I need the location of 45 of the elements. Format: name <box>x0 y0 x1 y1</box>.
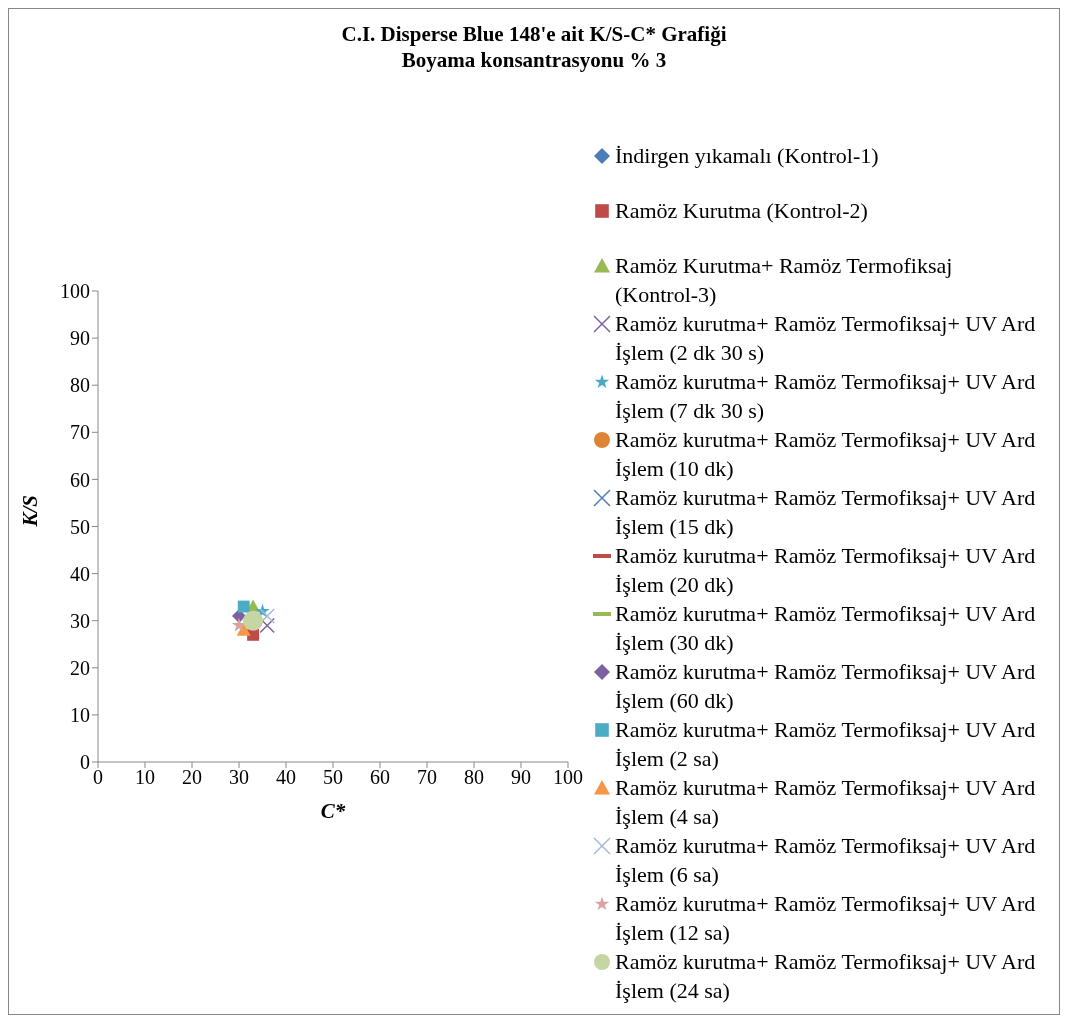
legend-label: Ramöz kurutma+ Ramöz Termofiksaj+ UV Ard İşlem (6 sa) <box>615 832 1037 889</box>
legend-label: Ramöz kurutma+ Ramöz Termofiksaj+ UV Ard İşlem (60 dk) <box>615 658 1037 715</box>
y-tick-label: 60 <box>70 468 90 491</box>
point <box>243 610 264 631</box>
point <box>259 617 275 634</box>
legend-label: Ramöz kurutma+ Ramöz Termofiksaj+ UV Ard İşlem (7 dk 30 s) <box>615 368 1037 425</box>
y-tick-label: 50 <box>70 515 90 538</box>
x-tick-label: 70 <box>417 766 437 789</box>
y-tick-label: 40 <box>70 562 90 585</box>
legend-label: Ramöz kurutma+ Ramöz Termofiksaj+ UV Ard İşlem (12 sa) <box>615 890 1037 947</box>
y-tick-label: 90 <box>70 327 90 350</box>
legend-label: Ramöz kurutma+ Ramöz Termofiksaj+ UV Ard İşlem (2 dk 30 s) <box>615 310 1037 367</box>
chart-title: C.I. Disperse Blue 148'e ait K/S-C* Grafiği <box>340 21 728 47</box>
legend-label: Ramöz kurutma+ Ramöz Termofiksaj+ UV Ard İşlem (15 dk) <box>615 484 1037 541</box>
y-tick-label: 20 <box>70 656 90 679</box>
legend-label: Ramöz Kurutma+ Ramöz Termofiksaj (Kontrol-3) <box>615 252 954 309</box>
y-tick-label: 100 <box>60 280 90 303</box>
legend-label: Ramöz kurutma+ Ramöz Termofiksaj+ UV Ard İşlem (24 sa) <box>615 948 1037 1005</box>
x-axis-title: C* <box>320 799 346 823</box>
y-tick-label: 80 <box>70 374 90 397</box>
x-tick-label: 30 <box>229 766 249 789</box>
point <box>236 623 251 636</box>
y-tick-label: 10 <box>70 704 90 726</box>
x-tick-label: 100 <box>553 766 583 789</box>
y-tick-label: 30 <box>70 609 90 632</box>
x-tick-label: 80 <box>464 766 484 789</box>
x-tick-label: 60 <box>370 766 390 789</box>
legend-label: Ramöz kurutma+ Ramöz Termofiksaj+ UV Ard İşlem (4 sa) <box>615 774 1037 831</box>
x-tick-label: 20 <box>182 766 202 789</box>
legend-label: Ramöz kurutma+ Ramöz Termofiksaj+ UV Ard İşlem (10 dk) <box>615 426 1037 483</box>
legend-label: Ramöz Kurutma (Kontrol-2) <box>615 197 869 225</box>
x-tick-label: 50 <box>323 766 343 789</box>
x-tick-label: 40 <box>276 766 296 789</box>
legend-label: İndirgen yıkamalı (Kontrol-1) <box>615 142 880 170</box>
x-tick-label: 10 <box>135 766 155 789</box>
y-tick-label: 70 <box>70 421 90 444</box>
y-tick-label: 0 <box>80 751 90 774</box>
x-tick-label: 90 <box>511 766 531 789</box>
legend-label: Ramöz kurutma+ Ramöz Termofiksaj+ UV Ard İşlem (2 sa) <box>615 716 1037 773</box>
y-axis-title: K/S <box>18 494 43 528</box>
legend-label: Ramöz kurutma+ Ramöz Termofiksaj+ UV Ard İşlem (20 dk) <box>615 542 1037 599</box>
point <box>237 600 250 613</box>
chart-subtitle: Boyama konsantrasyonu % 3 <box>400 47 668 73</box>
legend-label: Ramöz kurutma+ Ramöz Termofiksaj+ UV Ard İşlem (30 dk) <box>615 600 1037 657</box>
point <box>259 608 275 624</box>
